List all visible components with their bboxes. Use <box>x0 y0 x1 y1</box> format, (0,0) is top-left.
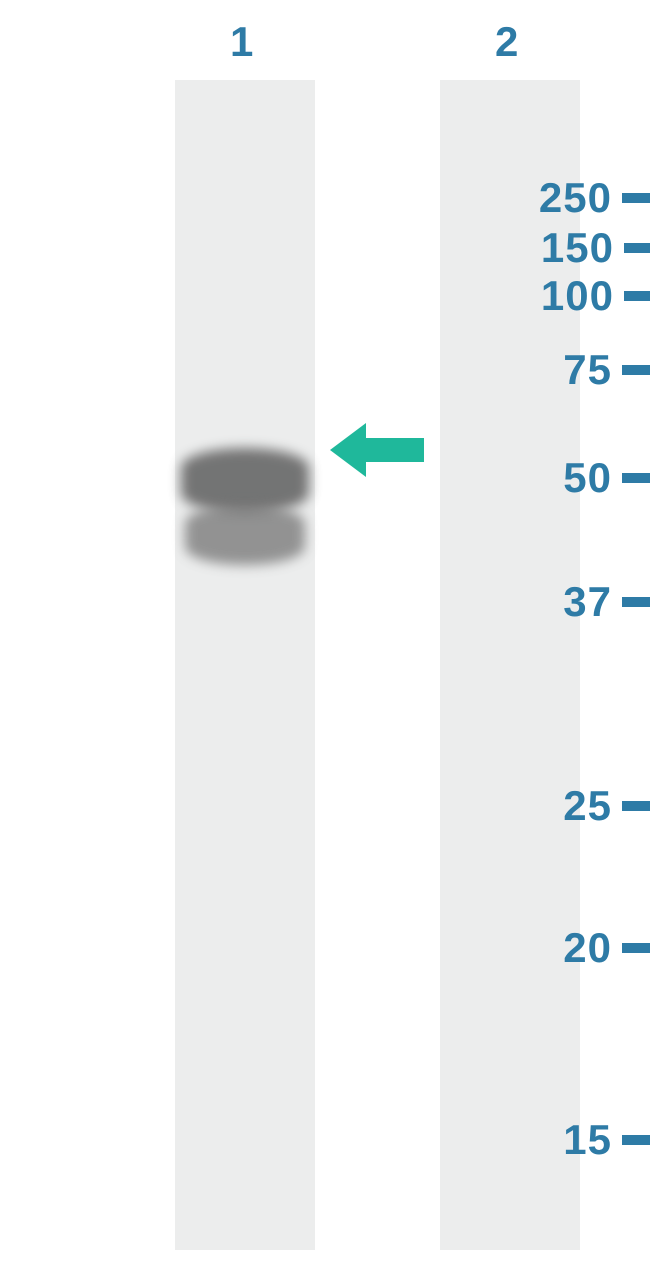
marker-25: 25 <box>482 781 650 831</box>
arrow-head-icon <box>330 423 366 477</box>
marker-tick <box>624 243 650 253</box>
marker-100: 100 <box>482 271 650 321</box>
blot-band-upper <box>181 448 309 513</box>
marker-label: 75 <box>563 346 612 394</box>
marker-15: 15 <box>482 1115 650 1165</box>
marker-37: 37 <box>482 577 650 627</box>
marker-label: 20 <box>563 924 612 972</box>
indicator-arrow <box>330 423 424 477</box>
marker-150: 150 <box>482 223 650 273</box>
lane-label-1: 1 <box>230 18 253 66</box>
marker-label: 250 <box>539 174 612 222</box>
marker-tick <box>624 291 650 301</box>
marker-label: 15 <box>563 1116 612 1164</box>
marker-tick <box>622 1135 650 1145</box>
marker-label: 150 <box>541 224 614 272</box>
marker-label: 25 <box>563 782 612 830</box>
marker-250: 250 <box>482 173 650 223</box>
marker-tick <box>622 365 650 375</box>
marker-20: 20 <box>482 923 650 973</box>
marker-label: 100 <box>541 272 614 320</box>
blot-band-lower <box>185 505 305 565</box>
arrow-shaft <box>366 438 424 462</box>
lane-1 <box>175 80 315 1250</box>
marker-label: 50 <box>563 454 612 502</box>
marker-tick <box>622 597 650 607</box>
marker-label: 37 <box>563 578 612 626</box>
marker-tick <box>622 943 650 953</box>
marker-tick <box>622 473 650 483</box>
marker-tick <box>622 193 650 203</box>
marker-50: 50 <box>482 453 650 503</box>
lane-label-2: 2 <box>495 18 518 66</box>
marker-75: 75 <box>482 345 650 395</box>
marker-tick <box>622 801 650 811</box>
